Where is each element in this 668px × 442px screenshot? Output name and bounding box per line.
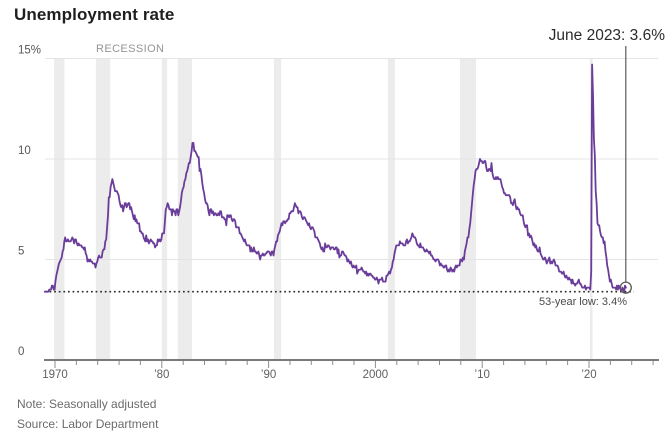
unemployment-line-chart: 1970 ’80 ’90 2000 ’10 ’20 15% 10 5 0 (18, 45, 659, 381)
low-value-annotation: 53-year low: 3.4% (538, 296, 627, 308)
chart-note: Note: Seasonally adjusted (17, 397, 157, 411)
x-tick-label: ’80 (154, 369, 169, 381)
y-tick-label: 10 (18, 145, 31, 157)
recession-band (161, 58, 168, 360)
y-tick-label: 5 (18, 246, 24, 258)
x-tick-label: 2000 (363, 369, 389, 381)
chart-source: Source: Labor Department (17, 417, 159, 431)
unemployment-series-line (43, 63, 627, 293)
x-tick-label: 1970 (42, 369, 68, 381)
page-title: Unemployment rate (14, 5, 175, 24)
recession-band (273, 58, 282, 360)
recession-band (387, 58, 395, 360)
latest-point-marker (619, 281, 632, 294)
recession-band (460, 58, 476, 360)
y-tick-label: 0 (18, 346, 24, 358)
x-tick-label: ’90 (261, 369, 276, 381)
recession-band (95, 58, 111, 360)
y-tick-label: 15% (18, 45, 41, 57)
latest-value-annotation: June 2023: 3.6% (548, 27, 665, 44)
recession-band (177, 58, 192, 360)
recession-legend-label: RECESSION (96, 43, 165, 55)
x-tick-label: ’10 (475, 369, 490, 381)
recession-band (54, 58, 65, 360)
x-tick-label: ’20 (581, 369, 596, 381)
